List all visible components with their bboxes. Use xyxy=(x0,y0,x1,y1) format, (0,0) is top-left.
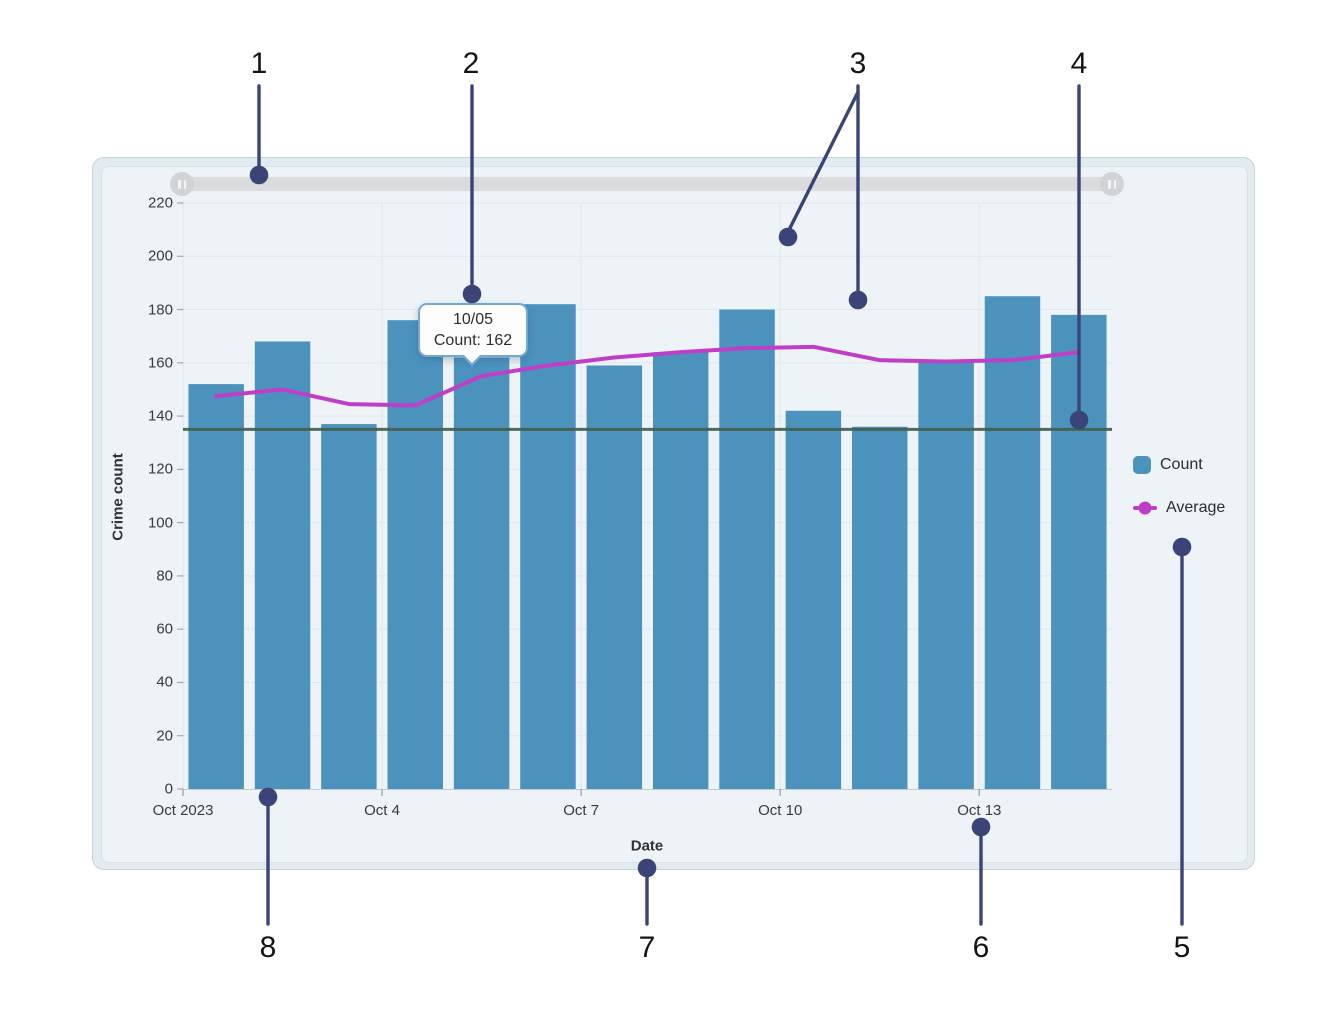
x-tick-label: Oct 7 xyxy=(563,802,600,819)
tooltip-date: 10/05 xyxy=(452,311,494,328)
callout-number-8: 8 xyxy=(259,931,277,964)
x-tick-label: Oct 2023 xyxy=(152,802,214,819)
callout-number-3: 3 xyxy=(849,47,867,80)
callout-number-2: 2 xyxy=(462,47,480,80)
tooltip-count: Count: 162 xyxy=(433,332,513,349)
y-tick-label: 200 xyxy=(147,247,173,265)
y-tick-label: 0 xyxy=(164,780,173,798)
legend-label-count: Count xyxy=(1160,456,1203,473)
y-tick-label: 180 xyxy=(147,301,173,319)
callout-number-1: 1 xyxy=(250,47,268,80)
y-axis-title: Crime count xyxy=(109,453,127,541)
callout-number-7: 7 xyxy=(638,931,656,964)
y-tick-label: 20 xyxy=(156,727,173,745)
y-tick-label: 100 xyxy=(147,514,173,532)
pause-grip-icon xyxy=(178,179,186,189)
callout-number-5: 5 xyxy=(1173,931,1191,964)
y-tick-label: 220 xyxy=(147,194,173,212)
x-tick-label: Oct 13 xyxy=(957,802,1002,819)
range-scrollbar-track[interactable] xyxy=(183,177,1112,191)
callout-number-4: 4 xyxy=(1070,47,1088,80)
y-tick-label: 60 xyxy=(156,620,173,638)
y-tick-label: 160 xyxy=(147,354,173,372)
legend-item-average[interactable]: Average xyxy=(1133,499,1225,517)
callout-number-6: 6 xyxy=(972,931,990,964)
plot-background xyxy=(101,166,1248,863)
x-axis-title: Date xyxy=(630,837,664,855)
x-tick-label: Oct 10 xyxy=(758,802,803,819)
pause-grip-icon xyxy=(1108,179,1116,189)
scrollbar-left-handle[interactable] xyxy=(170,172,194,196)
square-swatch-icon xyxy=(1133,456,1151,474)
y-tick-label: 40 xyxy=(156,673,173,691)
y-tick-label: 80 xyxy=(156,567,173,585)
y-tick-label: 120 xyxy=(147,460,173,478)
legend-item-count[interactable]: Count xyxy=(1133,456,1225,474)
y-tick-label: 140 xyxy=(147,407,173,425)
line-dot-marker-icon xyxy=(1133,499,1157,517)
legend-label-average: Average xyxy=(1166,499,1226,516)
chart-panel xyxy=(92,157,1255,870)
scrollbar-right-handle[interactable] xyxy=(1100,172,1124,196)
x-tick-label: Oct 4 xyxy=(364,802,400,819)
legend: Count Average xyxy=(1133,456,1225,517)
